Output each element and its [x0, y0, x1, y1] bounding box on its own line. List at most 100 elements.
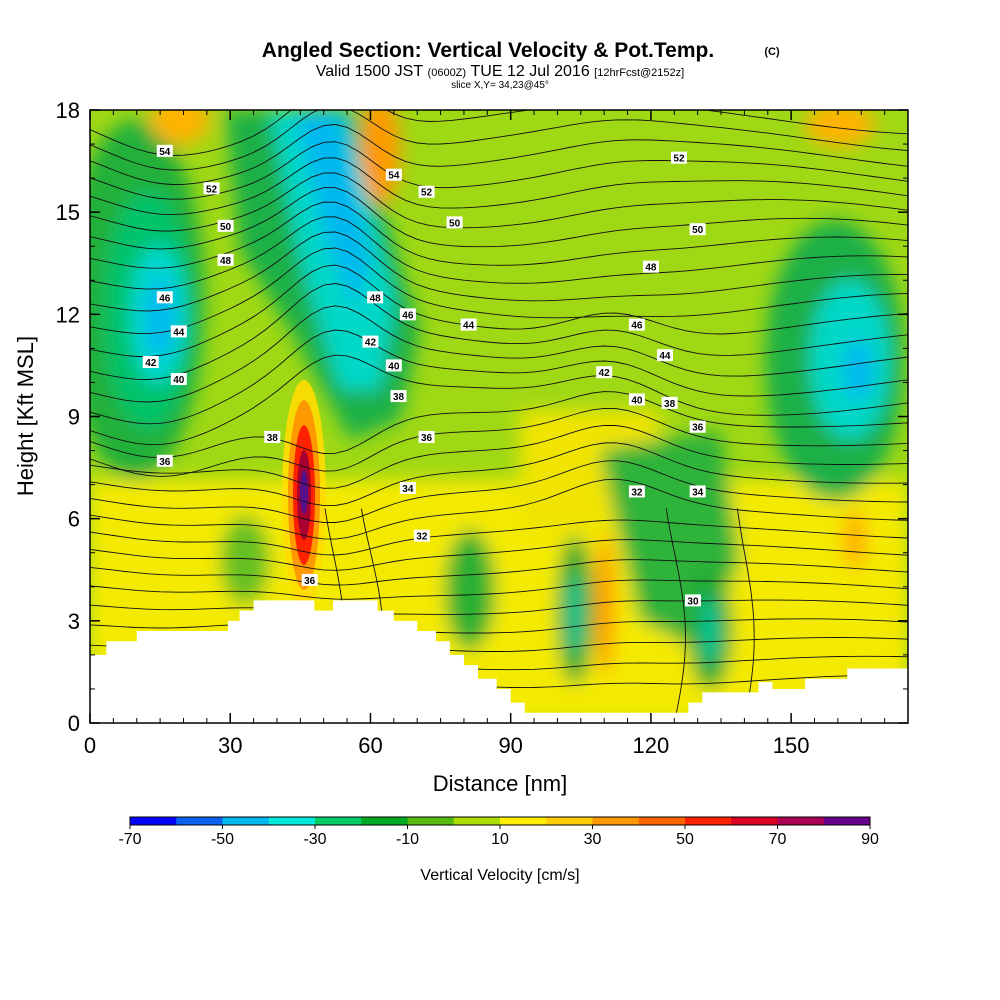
theta-label: 48 — [217, 253, 234, 267]
theta-label: 46 — [399, 308, 416, 321]
theta-label-text: 46 — [159, 293, 171, 304]
theta-contour-line — [90, 424, 908, 489]
theta-contour-line — [90, 460, 908, 523]
terrain — [90, 600, 908, 723]
theta-label-bg — [217, 219, 234, 232]
y-tick-label: 18 — [56, 98, 80, 123]
shade-low-green-left — [445, 530, 495, 650]
theta-label-text: 54 — [388, 171, 400, 182]
theta-label-bg — [689, 420, 706, 433]
colorbar-swatch — [407, 817, 455, 825]
x-tick-label: 150 — [773, 733, 810, 758]
theta-label: 44 — [170, 325, 187, 338]
theta-label-text: 46 — [402, 310, 414, 321]
theta-contour-line — [90, 110, 908, 171]
theta-label-text: 38 — [664, 399, 676, 410]
chart-title-mark: (C) — [764, 46, 780, 58]
theta-label: 54 — [385, 168, 402, 182]
colorbar-swatch — [823, 817, 871, 825]
theta-label-text: 34 — [402, 484, 414, 495]
colorbar-swatch — [453, 817, 501, 825]
theta-contour-line — [90, 124, 908, 185]
theta-label-bg — [628, 318, 645, 331]
x-tick-label: 30 — [218, 733, 242, 758]
theta-label: 32 — [413, 529, 430, 543]
theta-label: 36 — [418, 430, 435, 444]
chart-subtitle-slice: slice X,Y= 34,23@45° — [451, 80, 549, 91]
theta-contour-line — [736, 508, 755, 723]
theta-contour-line — [90, 247, 908, 335]
theta-label: 48 — [367, 291, 384, 304]
theta-label-text: 36 — [692, 423, 704, 434]
theta-contour-line — [90, 187, 908, 250]
theta-label-text: 44 — [659, 351, 671, 362]
theta-contour-line — [90, 442, 908, 507]
x-tick-label: 90 — [498, 733, 522, 758]
theta-contour-line — [90, 157, 908, 216]
theta-label: 42 — [362, 335, 379, 349]
theta-label-bg — [156, 454, 173, 467]
colorbar-swatch — [500, 817, 547, 825]
theta-label-bg — [460, 318, 477, 331]
theta-contour-line — [90, 579, 908, 600]
y-tick-label: 6 — [68, 507, 80, 532]
theta-label-bg — [399, 308, 416, 321]
theta-label: 46 — [628, 318, 645, 332]
colorbar-swatch — [222, 817, 270, 825]
theta-label-text: 32 — [416, 532, 428, 543]
theta-label: 38 — [661, 396, 678, 410]
subtitle-fcst: [12hrFcst@2152z] — [594, 67, 684, 79]
updraft-core — [282, 380, 326, 610]
theta-label-bg — [670, 151, 687, 164]
theta-label-bg — [399, 482, 416, 495]
theta-label-bg — [413, 529, 430, 542]
colorbar-swatch — [315, 817, 362, 825]
colorbar-swatch — [361, 817, 408, 825]
theta-contour-line — [90, 264, 908, 357]
theta-label: 40 — [385, 359, 402, 372]
theta-label: 46 — [156, 291, 173, 304]
colorbar-tick-label: 50 — [676, 831, 694, 848]
plot-area: 54 52 50 48 46 44 42 40 38 36 54 52 50 48 46 42 40 38 36 34… — [90, 110, 908, 723]
theta-label: 40 — [170, 373, 187, 386]
colorbar-swatch — [130, 817, 177, 825]
shade-low-orange — [595, 535, 615, 675]
theta-label-text: 40 — [173, 375, 185, 386]
theta-label-bg — [385, 168, 402, 181]
theta-label-bg — [596, 366, 613, 379]
theta-label-text: 38 — [267, 433, 279, 444]
theta-label: 52 — [203, 182, 220, 195]
theta-contour-line — [90, 539, 908, 571]
shade-top-orange-left — [150, 110, 210, 145]
theta-label-text: 52 — [206, 184, 218, 195]
colorbar-tick-label: -50 — [211, 831, 234, 848]
theta-label-bg — [689, 223, 706, 236]
theta-contour-line — [90, 283, 908, 380]
theta-label: 30 — [684, 594, 701, 607]
colorbar-tick-label: -70 — [118, 831, 141, 848]
colorbar-tick-label: 30 — [584, 831, 602, 848]
velocity-shading — [90, 110, 908, 723]
y-tick-label: 15 — [56, 200, 80, 225]
theta-label-bg — [156, 144, 173, 157]
theta-label-bg — [628, 485, 645, 498]
x-tick-label: 120 — [633, 733, 670, 758]
theta-label-text: 40 — [388, 361, 400, 372]
theta-label-bg — [446, 216, 463, 229]
theta-label: 50 — [217, 219, 234, 233]
theta-label-bg — [661, 396, 678, 409]
y-tick-label: 0 — [68, 711, 80, 736]
theta-label-bg — [170, 373, 187, 386]
y-tick-label: 3 — [68, 609, 80, 634]
core-purple — [300, 470, 308, 514]
colorbar-tick-label: -10 — [396, 831, 419, 848]
x-axis-label: Distance [nm] — [433, 771, 568, 796]
theta-label: 36 — [156, 454, 173, 468]
shade-low-cyan-right — [702, 595, 718, 665]
theta-label-bg — [156, 291, 173, 304]
colorbar-label: Vertical Velocity [cm/s] — [420, 867, 579, 884]
theta-contour-line — [665, 508, 686, 723]
colorbar-tick-label: 90 — [861, 831, 879, 848]
